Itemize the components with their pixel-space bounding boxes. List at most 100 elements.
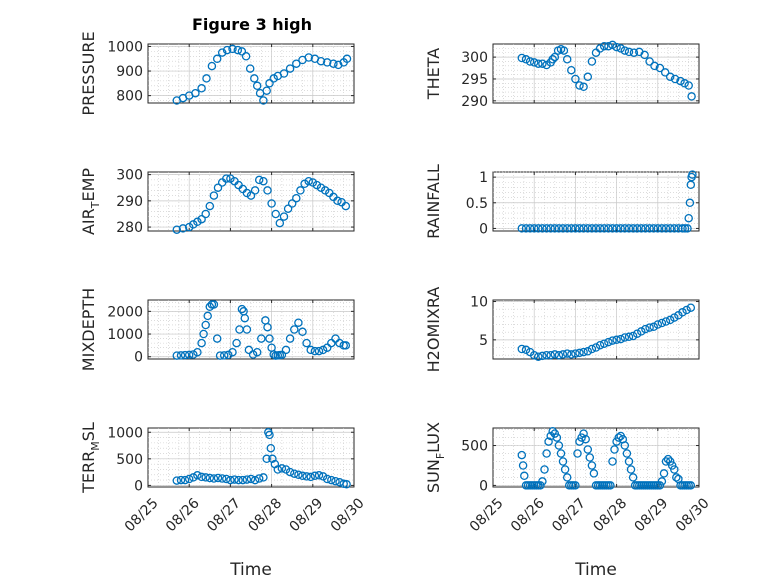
data-point — [172, 476, 182, 485]
data-point — [684, 81, 693, 90]
data-point — [685, 198, 695, 208]
data-point — [579, 224, 588, 233]
axes-box — [147, 43, 355, 104]
data-point — [604, 224, 613, 233]
data-point — [219, 351, 229, 360]
data-point — [316, 183, 326, 192]
data-point — [663, 454, 673, 464]
data-point — [620, 441, 630, 450]
data-point — [327, 475, 336, 485]
data-point — [622, 449, 632, 458]
data-point — [629, 48, 639, 57]
y-tick-label: 500 — [116, 452, 143, 468]
y-axis-label-main: TERR — [79, 451, 98, 494]
data-point — [686, 481, 696, 490]
data-point — [212, 54, 222, 64]
data-point — [520, 471, 529, 481]
data-point — [191, 88, 200, 98]
data-point — [562, 349, 572, 358]
data-point — [624, 47, 634, 57]
x-axis-label: Time — [574, 560, 617, 580]
y-axis-label-tail: SL — [79, 422, 98, 441]
data-point — [212, 334, 222, 343]
data-point — [538, 477, 547, 486]
data-point — [517, 224, 527, 233]
y-axis-label-subscript: M — [89, 441, 102, 451]
data-point — [302, 338, 311, 348]
data-point — [245, 64, 255, 73]
data-point — [548, 426, 557, 436]
data-point — [612, 335, 621, 345]
data-point — [538, 351, 547, 361]
data-point — [620, 46, 630, 55]
data-point — [637, 224, 646, 233]
data-point — [294, 318, 303, 327]
data-point — [226, 475, 235, 485]
data-point — [616, 334, 625, 344]
data-point — [279, 212, 289, 221]
data-point — [232, 338, 241, 348]
data-point — [583, 445, 593, 454]
data-point — [667, 461, 677, 470]
data-point — [329, 59, 338, 68]
y-axis-label-main: RAINFALL — [424, 164, 443, 239]
data-point — [322, 474, 332, 484]
data-point — [534, 352, 543, 361]
data-point — [616, 224, 625, 233]
y-axis-label: THETA — [424, 48, 443, 100]
data-point — [589, 469, 599, 478]
data-point — [544, 437, 553, 446]
data-point — [242, 475, 252, 484]
data-point — [224, 350, 233, 360]
y-axis-label-tail: LUX — [424, 422, 443, 453]
subplot-1: 800 900 1000 PRESSURE — [79, 31, 355, 116]
y-axis-label-main: PRESSURE — [79, 31, 98, 115]
data-point — [660, 68, 670, 77]
data-point — [275, 218, 285, 228]
data-point — [257, 334, 266, 343]
axes-box — [492, 171, 700, 232]
data-point — [591, 343, 601, 352]
data-point — [517, 450, 527, 460]
data-point — [604, 41, 613, 51]
data-point — [327, 338, 336, 348]
data-point — [653, 320, 663, 329]
y-axis-label-main: H2OMIXRA — [424, 287, 443, 373]
data-point — [595, 340, 605, 350]
data-point — [567, 65, 576, 75]
data-point — [184, 350, 194, 360]
data-point — [550, 224, 560, 233]
data-point — [676, 76, 685, 86]
data-point — [172, 351, 182, 360]
data-point — [542, 224, 551, 233]
data-point — [536, 481, 545, 490]
data-point — [193, 471, 202, 480]
data-point — [575, 81, 584, 90]
data-point — [304, 53, 313, 62]
y-tick-label: 300 — [116, 168, 143, 184]
data-point — [641, 324, 650, 334]
data-point — [641, 224, 650, 233]
data-point — [661, 224, 671, 233]
y-axis-label-tail: EMP — [79, 168, 98, 202]
data-point — [632, 224, 642, 233]
data-point — [228, 347, 237, 357]
data-point — [322, 58, 332, 67]
data-point — [558, 350, 568, 359]
data-point — [525, 224, 535, 233]
data-point — [176, 475, 186, 485]
data-point — [550, 52, 560, 62]
y-axis-label-main: MIXDEPTH — [79, 288, 98, 371]
data-point — [209, 474, 219, 483]
data-point — [665, 224, 675, 233]
data-point — [269, 74, 278, 83]
data-point — [306, 345, 315, 355]
data-point — [202, 74, 211, 83]
data-point — [645, 323, 654, 332]
data-point — [562, 55, 572, 64]
data-point — [587, 224, 597, 233]
data-point — [333, 196, 342, 206]
data-point — [189, 473, 198, 482]
data-point — [562, 473, 572, 482]
